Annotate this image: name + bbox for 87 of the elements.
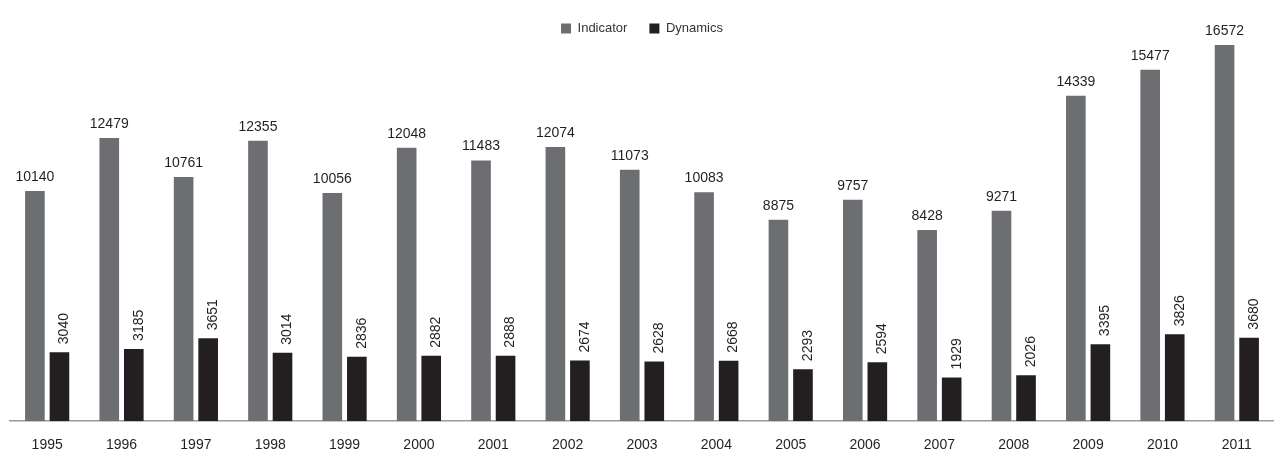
x-tick-label: 2006 bbox=[849, 436, 881, 453]
data-label: 3395 bbox=[1096, 304, 1113, 337]
bar bbox=[495, 355, 516, 422]
bar bbox=[991, 210, 1012, 422]
bar bbox=[1016, 375, 1036, 422]
bar bbox=[99, 137, 120, 422]
bar bbox=[421, 355, 442, 422]
x-tick-label: 1996 bbox=[105, 436, 138, 453]
x-tick-label: 2011 bbox=[1221, 436, 1253, 453]
data-label: 3826 bbox=[1170, 294, 1187, 327]
data-label: 10761 bbox=[164, 153, 204, 170]
bar bbox=[570, 360, 590, 422]
x-tick-label: 2008 bbox=[998, 436, 1030, 453]
bar bbox=[867, 362, 888, 422]
x-tick-label: 2007 bbox=[923, 436, 956, 453]
x-tick-label: 2005 bbox=[775, 436, 807, 453]
bar bbox=[1214, 45, 1235, 422]
bar bbox=[768, 219, 789, 422]
data-label: 12479 bbox=[89, 114, 129, 131]
data-label: 3185 bbox=[129, 309, 146, 341]
data-label: 2674 bbox=[575, 321, 592, 353]
data-label: 1929 bbox=[947, 338, 964, 370]
x-tick-label: 1997 bbox=[180, 436, 212, 453]
data-label: 2026 bbox=[1021, 335, 1038, 368]
x-tick-label: 2000 bbox=[403, 436, 435, 453]
data-label: 2836 bbox=[352, 317, 369, 349]
bar bbox=[198, 338, 218, 422]
bar bbox=[49, 352, 70, 422]
bar bbox=[1090, 344, 1111, 422]
bar bbox=[173, 176, 194, 422]
data-label: 15477 bbox=[1130, 46, 1170, 63]
bar bbox=[248, 140, 268, 422]
data-label: 3040 bbox=[55, 312, 72, 345]
bar bbox=[347, 356, 367, 422]
x-tick-label: 2001 bbox=[477, 436, 510, 453]
bar bbox=[619, 169, 640, 422]
data-label: 12355 bbox=[238, 117, 278, 134]
data-label: 3014 bbox=[278, 313, 295, 345]
bar bbox=[396, 147, 417, 422]
legend-label: Indicator bbox=[577, 20, 629, 36]
data-label: 2888 bbox=[501, 316, 518, 348]
x-tick-label: 2004 bbox=[700, 436, 733, 453]
bar bbox=[1239, 337, 1259, 422]
bar bbox=[694, 192, 714, 422]
bar bbox=[1164, 334, 1185, 422]
bar bbox=[25, 191, 45, 422]
data-label: 9271 bbox=[985, 187, 1018, 204]
x-tick-label: 1998 bbox=[254, 436, 287, 453]
data-label: 8428 bbox=[911, 206, 943, 223]
bar bbox=[322, 192, 343, 422]
bar bbox=[1140, 69, 1161, 422]
bar bbox=[917, 229, 937, 422]
x-tick-label: 1995 bbox=[31, 436, 63, 453]
data-label: 2594 bbox=[873, 322, 890, 355]
data-label: 10056 bbox=[312, 169, 352, 186]
bar bbox=[545, 147, 566, 422]
data-label: 11073 bbox=[610, 146, 649, 163]
bar bbox=[793, 369, 813, 422]
bar bbox=[272, 352, 293, 422]
bar bbox=[842, 199, 863, 422]
data-label: 2882 bbox=[427, 316, 444, 348]
bar bbox=[644, 361, 665, 422]
legend-label: Dynamics bbox=[665, 20, 724, 36]
data-label: 10140 bbox=[15, 167, 55, 184]
data-label: 2293 bbox=[798, 329, 815, 362]
data-label: 2668 bbox=[724, 321, 741, 353]
data-label: 3680 bbox=[1244, 298, 1261, 330]
bar bbox=[471, 160, 491, 422]
data-label: 8875 bbox=[762, 196, 795, 213]
data-label: 11483 bbox=[462, 137, 501, 154]
bar bbox=[1066, 95, 1086, 422]
data-label: 16572 bbox=[1205, 21, 1245, 38]
data-label: 12074 bbox=[535, 123, 576, 140]
bar bbox=[123, 348, 144, 422]
data-label: 9757 bbox=[837, 176, 869, 193]
x-tick-label: 1999 bbox=[329, 436, 361, 453]
x-tick-label: 2003 bbox=[626, 436, 658, 453]
bar bbox=[941, 377, 962, 422]
x-tick-label: 2009 bbox=[1072, 436, 1104, 453]
x-tick-label: 2010 bbox=[1146, 436, 1179, 453]
data-label: 2628 bbox=[650, 322, 667, 354]
data-label: 3651 bbox=[204, 298, 221, 331]
data-label: 12048 bbox=[387, 124, 427, 141]
x-tick-label: 2002 bbox=[552, 436, 584, 453]
bar bbox=[718, 360, 739, 422]
data-label: 10083 bbox=[684, 169, 724, 186]
data-label: 14339 bbox=[1056, 72, 1096, 89]
